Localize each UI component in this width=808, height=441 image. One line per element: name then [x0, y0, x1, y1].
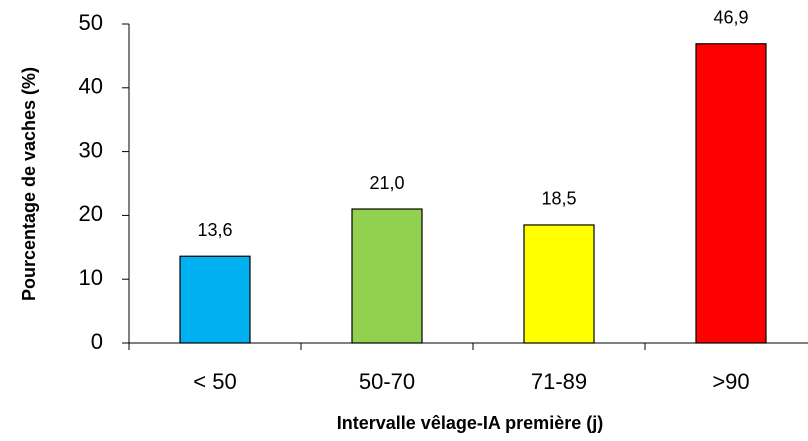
y-tick-label: 40 — [79, 74, 103, 99]
value-label: 21,0 — [369, 173, 404, 193]
bar — [695, 43, 767, 344]
value-label: 18,5 — [541, 189, 576, 209]
y-tick-label: 20 — [79, 201, 103, 226]
y-tick-label: 10 — [79, 265, 103, 290]
bar — [179, 255, 251, 344]
x-tick-label: < 50 — [193, 369, 236, 394]
bar — [351, 208, 423, 344]
bar — [523, 224, 595, 344]
value-label: 13,6 — [197, 220, 232, 240]
value-label: 46,9 — [713, 8, 748, 28]
y-tick-label: 50 — [79, 10, 103, 35]
y-tick-label: 30 — [79, 137, 103, 162]
x-tick-label: 71-89 — [531, 369, 587, 394]
x-tick-label: 50-70 — [359, 369, 415, 394]
x-axis-title: Intervalle vêlage-IA première (j) — [337, 413, 603, 433]
y-axis-title: Pourcentage de vaches (%) — [19, 67, 39, 301]
y-tick-label: 0 — [91, 329, 103, 354]
x-tick-label: >90 — [712, 369, 749, 394]
